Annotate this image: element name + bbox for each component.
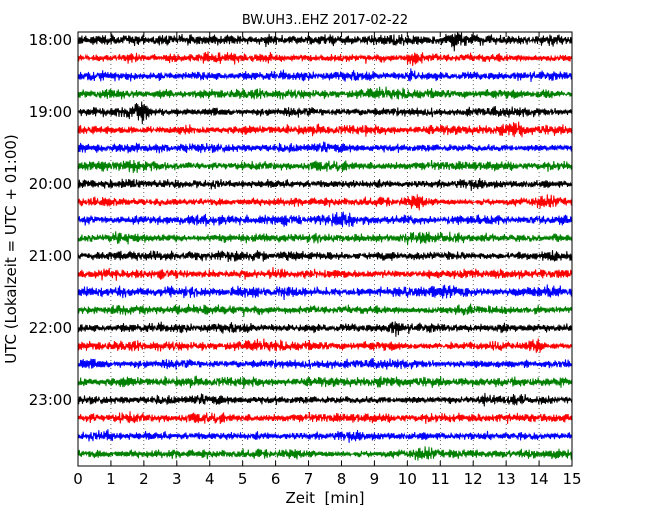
y-tick-label: 19:00 bbox=[29, 103, 72, 121]
seismic-trace bbox=[77, 375, 573, 389]
seismic-trace bbox=[77, 429, 573, 443]
x-tick-label: 11 bbox=[431, 470, 450, 488]
seismic-trace bbox=[77, 159, 573, 174]
x-tick-label: 9 bbox=[370, 470, 380, 488]
seismic-trace bbox=[77, 68, 573, 82]
seismic-trace bbox=[77, 31, 573, 52]
chart-title: BW.UH3..EHZ 2017-02-22 bbox=[242, 13, 408, 28]
x-axis-label: Zeit [min] bbox=[285, 489, 364, 507]
seismic-trace bbox=[77, 250, 573, 263]
x-tick-label: 10 bbox=[398, 470, 417, 488]
x-tick-label: 14 bbox=[530, 470, 549, 488]
x-tick-label: 0 bbox=[73, 470, 83, 488]
x-tick-label: 8 bbox=[337, 470, 347, 488]
y-axis: 18:00 19:00 20:00 21:00 22:00 23:00 bbox=[29, 31, 572, 409]
grid bbox=[110, 32, 540, 466]
seismic-trace bbox=[77, 86, 573, 100]
traces bbox=[77, 31, 573, 461]
x-axis: 0 1 2 3 4 5 6 7 8 9 10 11 12 13 14 15 bbox=[73, 32, 582, 488]
seismic-trace bbox=[77, 284, 573, 301]
x-tick-label: 5 bbox=[238, 470, 248, 488]
x-tick-label: 1 bbox=[106, 470, 116, 488]
seismic-trace bbox=[77, 231, 573, 246]
seismic-trace bbox=[77, 101, 573, 125]
seismic-trace bbox=[77, 121, 573, 138]
seismic-trace bbox=[77, 178, 573, 191]
seismic-trace bbox=[77, 141, 573, 154]
seismic-trace bbox=[77, 194, 573, 211]
seismic-trace bbox=[77, 303, 573, 317]
x-tick-label: 3 bbox=[172, 470, 182, 488]
y-tick-label: 23:00 bbox=[29, 391, 72, 409]
x-tick-label: 13 bbox=[497, 470, 516, 488]
y-tick-label: 20:00 bbox=[29, 175, 72, 193]
y-tick-label: 21:00 bbox=[29, 247, 72, 265]
x-tick-label: 6 bbox=[271, 470, 281, 488]
y-axis-label: UTC (Lokalzeit = UTC + 01:00) bbox=[2, 134, 20, 364]
y-tick-label: 18:00 bbox=[29, 31, 72, 49]
x-tick-label: 4 bbox=[205, 470, 215, 488]
y-tick-label: 22:00 bbox=[29, 319, 72, 337]
x-tick-label: 2 bbox=[139, 470, 149, 488]
seismic-trace bbox=[77, 267, 573, 281]
x-tick-label: 15 bbox=[562, 470, 581, 488]
seismic-trace bbox=[77, 446, 573, 461]
plot-frame bbox=[77, 31, 573, 467]
plot-background bbox=[78, 32, 572, 466]
seismic-trace bbox=[77, 211, 573, 228]
seismic-trace bbox=[77, 321, 573, 337]
x-tick-label: 12 bbox=[464, 470, 483, 488]
x-tick-label: 7 bbox=[304, 470, 314, 488]
seismic-trace bbox=[77, 392, 573, 407]
seismic-trace bbox=[77, 411, 573, 425]
seismic-trace bbox=[77, 51, 573, 67]
seismic-trace bbox=[77, 338, 573, 353]
seismic-trace bbox=[77, 357, 573, 370]
